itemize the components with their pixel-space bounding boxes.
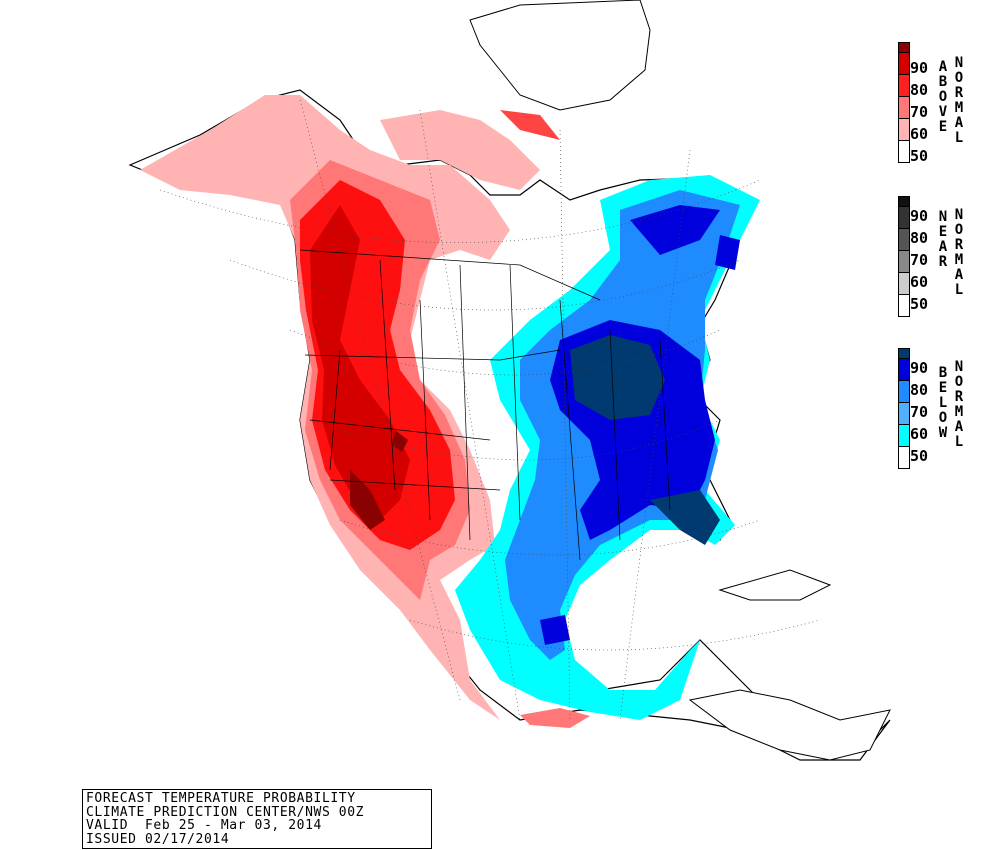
legend-tick: 50: [910, 447, 929, 465]
legend-swatch: [899, 197, 909, 207]
info-valid-dates: VALID Feb 25 - Mar 03, 2014: [86, 818, 322, 834]
info-title: FORECAST TEMPERATURE PROBABILITY: [86, 791, 356, 806]
above-normal-areas: [140, 95, 590, 728]
legend-swatch: [899, 425, 909, 447]
legend-tick: 90: [910, 207, 929, 225]
legend-tick: 70: [910, 403, 929, 421]
legend-swatch: [899, 273, 909, 295]
info-source: CLIMATE PREDICTION CENTER/NWS 00Z: [86, 804, 365, 820]
legend-swatch: [899, 295, 909, 317]
legend-swatch: [899, 141, 909, 163]
greenland-outline: [469, 0, 651, 111]
political-boundaries: [299, 249, 671, 561]
legend-swatch: [899, 403, 909, 425]
legend-swatch: [899, 447, 909, 469]
legend-color-bar: [898, 196, 910, 317]
legend-swatch: [899, 53, 909, 75]
legend-tick: 80: [910, 81, 929, 99]
legend-tick: 70: [910, 103, 929, 121]
legend-swatch: [899, 207, 909, 229]
legend-color-bar: [898, 42, 910, 163]
legend-swatch: [899, 251, 909, 273]
legend-tick: 50: [910, 295, 929, 313]
legend-tick: 80: [910, 381, 929, 399]
legend-swatch: [899, 229, 909, 251]
legend-color-bar: [898, 348, 910, 469]
info-issued-date: ISSUED 02/17/2014: [86, 831, 230, 847]
legend-swatch: [899, 119, 909, 141]
legend-tick: 80: [910, 229, 929, 247]
legend-swatch: [899, 349, 909, 359]
legend-tick: 60: [910, 273, 929, 291]
legend-tick: 60: [910, 425, 929, 443]
legend-swatch: [899, 359, 909, 381]
forecast-info-box: FORECAST TEMPERATURE PROBABILITY CLIMATE…: [82, 789, 432, 849]
legend-swatch: [899, 97, 909, 119]
central-america-outline: [688, 689, 891, 761]
legend-tick: 90: [910, 359, 929, 377]
legend-swatch: [899, 43, 909, 53]
legend-tick: 90: [910, 59, 929, 77]
legend-swatch: [899, 381, 909, 403]
legend-swatch: [899, 75, 909, 97]
legend-tick: 50: [910, 147, 929, 165]
graticule: [159, 99, 821, 721]
legend-tick: 60: [910, 125, 929, 143]
legend-tick: 70: [910, 251, 929, 269]
caribbean-islands: [718, 569, 832, 601]
below-normal-areas: [455, 175, 760, 720]
